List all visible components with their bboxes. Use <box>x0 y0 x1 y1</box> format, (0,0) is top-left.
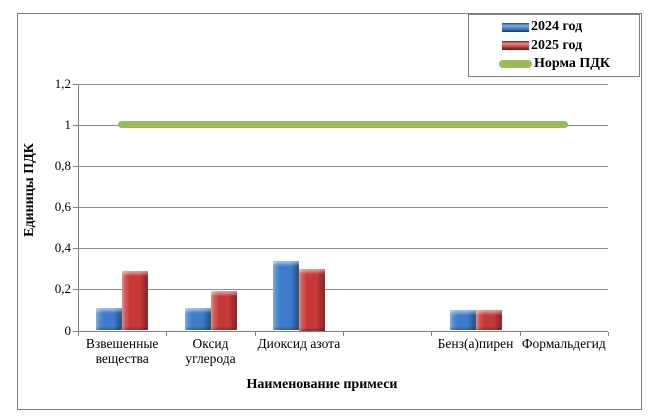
legend-item-2024[interactable]: 2024 год <box>499 19 639 35</box>
legend-swatch-norm-line <box>499 59 532 68</box>
legend-label-2024: 2024 год <box>531 19 583 35</box>
y-axis-tick <box>73 289 78 291</box>
legend-label-norm: Норма ПДК <box>534 55 611 71</box>
y-axis-tick <box>73 165 78 167</box>
y-axis-tick <box>73 124 78 126</box>
y-axis-title: Единицы ПДК <box>22 143 37 237</box>
y-axis-tick <box>73 330 78 332</box>
y-tick-label: 0,4 <box>54 240 71 256</box>
x-axis-tick <box>431 331 433 336</box>
y-tick-label: 0,8 <box>54 157 71 173</box>
y-tick-label: 1,2 <box>54 75 71 91</box>
gridline <box>78 289 608 291</box>
x-axis-tick <box>343 331 344 336</box>
gridline <box>78 83 608 85</box>
x-category-label: Формальдегид <box>521 336 606 351</box>
x-category-label: Взвешенные вещества <box>85 336 159 366</box>
gridline <box>78 248 608 250</box>
gridline <box>78 207 608 208</box>
y-axis-line <box>78 83 79 332</box>
x-axis-tick <box>608 331 609 336</box>
bar-2024-cat0[interactable] <box>96 307 123 331</box>
chart-border <box>17 13 642 410</box>
x-category-label: Оксид углерода <box>185 336 236 366</box>
x-axis-line <box>78 330 608 332</box>
bar-2024-cat4[interactable] <box>449 309 476 331</box>
gridline <box>78 165 608 167</box>
y-tick-label: 0,6 <box>54 199 71 214</box>
bar-2025-cat4[interactable] <box>475 309 502 331</box>
bar-2025-cat0[interactable] <box>122 270 149 331</box>
legend-label-2025: 2025 год <box>531 37 583 53</box>
norm-pdk-line[interactable] <box>118 121 568 129</box>
y-axis-tick <box>73 248 78 250</box>
x-category-label: Диоксид азота <box>257 336 341 351</box>
legend-item-norm[interactable]: Норма ПДК <box>499 56 639 72</box>
y-axis-tick <box>73 83 78 85</box>
legend: 2024 год 2025 год Норма ПДК <box>468 14 640 77</box>
x-axis-tick <box>166 331 168 336</box>
y-tick-label: 0,2 <box>54 281 71 297</box>
bar-2025-cat2[interactable] <box>298 268 325 331</box>
bar-2024-cat1[interactable] <box>184 307 211 331</box>
x-category-label: Бенз(а)пирен <box>437 336 514 351</box>
legend-swatch-2024 <box>502 22 529 32</box>
x-axis-tick <box>254 331 256 336</box>
bar-2024-cat2[interactable] <box>272 260 299 331</box>
legend-swatch-2025 <box>502 41 529 50</box>
x-axis-title: Наименование примеси <box>246 377 398 392</box>
x-axis-tick <box>78 331 79 336</box>
y-tick-label: 1 <box>64 116 72 132</box>
y-tick-label: 0 <box>64 322 72 338</box>
x-axis-tick <box>519 331 521 336</box>
legend-item-2025[interactable]: 2025 год <box>499 38 639 54</box>
y-axis-tick <box>73 207 78 208</box>
bar-2025-cat1[interactable] <box>210 291 237 331</box>
